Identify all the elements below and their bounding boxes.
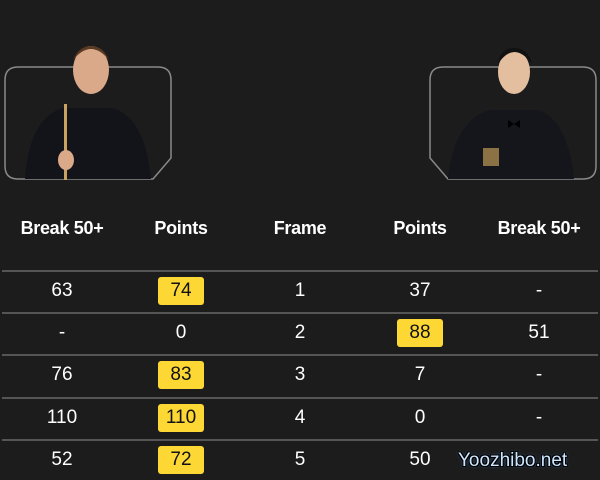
cell-break1: 52 (2, 446, 122, 474)
cell-value: 50 (409, 449, 431, 470)
header-points-left: Points (154, 218, 208, 238)
header-points-right: Points (393, 218, 447, 238)
watermark: Yoozhibo.net (458, 450, 568, 471)
cell-value: 110 (158, 404, 204, 432)
cell-value: 0 (175, 322, 187, 343)
cell-value: 63 (51, 280, 73, 301)
cell-value: - (535, 364, 543, 385)
cell-value: 37 (409, 280, 431, 301)
cell-value: 74 (158, 277, 204, 305)
cell-value: 0 (414, 407, 426, 428)
cell-break2: - (479, 361, 599, 389)
cell-points1: 74 (121, 277, 241, 305)
cell-points1: 110 (121, 404, 241, 432)
cell-points1: 72 (121, 446, 241, 474)
cell-value: 72 (158, 446, 204, 474)
cell-value: 88 (397, 319, 443, 347)
cell-value: - (58, 322, 66, 343)
cell-points1: 83 (121, 361, 241, 389)
cell-break2: - (479, 277, 599, 305)
cell-break1: - (2, 319, 122, 347)
header-break-right: Break 50+ (497, 218, 581, 238)
cell-frame: 3 (240, 361, 360, 389)
header-frame: Frame (273, 218, 327, 238)
cell-value: 4 (294, 407, 306, 428)
row-divider (2, 439, 598, 441)
cell-value: 5 (294, 449, 306, 470)
cell-break2: - (479, 404, 599, 432)
cell-frame: 2 (240, 319, 360, 347)
row-divider (2, 312, 598, 314)
cell-frame: 5 (240, 446, 360, 474)
row-divider (2, 354, 598, 356)
cell-points2: 7 (360, 361, 480, 389)
row-divider (2, 397, 598, 399)
cell-value: - (535, 407, 543, 428)
cell-value: - (535, 280, 543, 301)
cell-points2: 88 (360, 319, 480, 347)
row-divider (2, 270, 598, 272)
cell-value: 83 (158, 361, 204, 389)
cell-value: 76 (51, 364, 73, 385)
cell-value: 1 (294, 280, 306, 301)
player-left-photo (4, 46, 172, 180)
player-right-card (428, 40, 598, 182)
cell-value: 7 (414, 364, 426, 385)
player-left-card (3, 40, 173, 182)
cell-points1: 0 (121, 319, 241, 347)
cell-break1: 110 (2, 404, 122, 432)
cell-break1: 63 (2, 277, 122, 305)
cell-value: 52 (51, 449, 73, 470)
cell-value: 110 (46, 407, 78, 428)
cell-value: 2 (294, 322, 306, 343)
cell-break2: 51 (479, 319, 599, 347)
cell-points2: 50 (360, 446, 480, 474)
cell-points2: 37 (360, 277, 480, 305)
cell-value: 51 (528, 322, 550, 343)
cell-frame: 1 (240, 277, 360, 305)
cell-frame: 4 (240, 404, 360, 432)
player-right-photo (429, 48, 597, 180)
header-break-left: Break 50+ (20, 218, 104, 238)
cell-value: 3 (294, 364, 306, 385)
cell-points2: 0 (360, 404, 480, 432)
cell-break1: 76 (2, 361, 122, 389)
